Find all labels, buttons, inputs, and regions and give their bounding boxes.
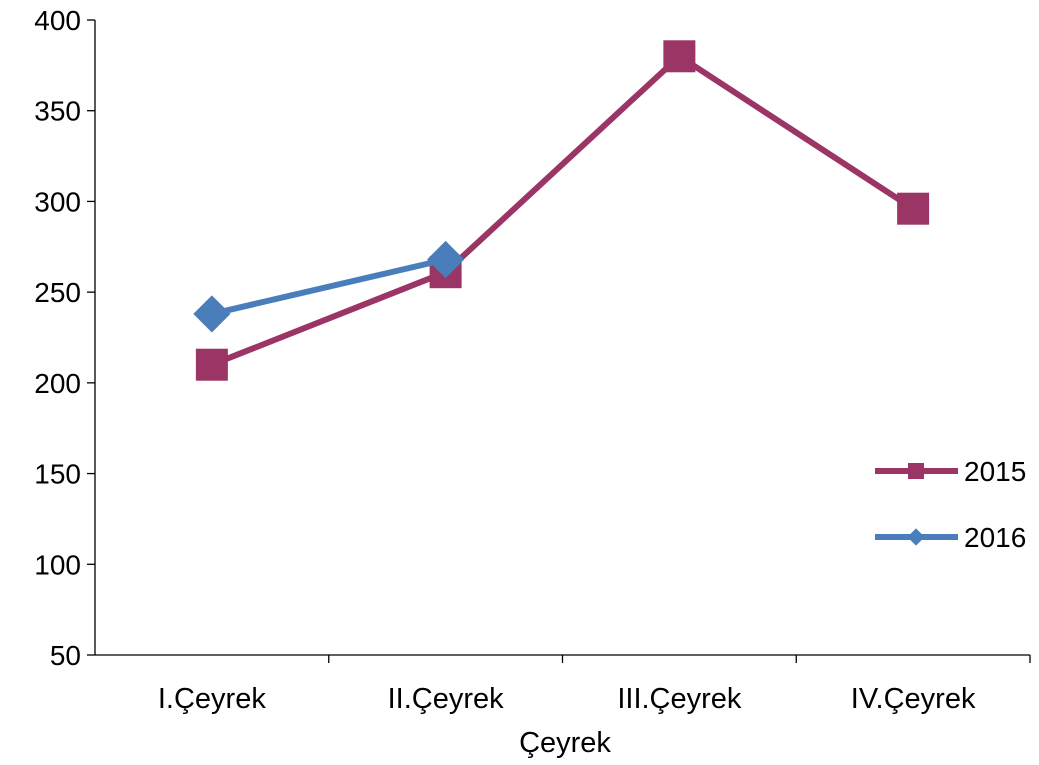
y-tick-label: 400 <box>34 5 81 36</box>
series-2016-point <box>193 295 231 333</box>
x-tick-label: II.Çeyrek <box>388 683 505 715</box>
series-2016-point <box>427 240 465 279</box>
y-tick-label: 350 <box>34 96 81 127</box>
y-tick-label: 100 <box>34 549 81 580</box>
legend-label: 2016 <box>964 522 1026 553</box>
series-2015 <box>195 40 930 381</box>
y-tick-label: 150 <box>34 459 81 490</box>
legend-swatch-marker <box>908 463 924 479</box>
legend-label: 2015 <box>964 456 1026 487</box>
x-axis-title: Çeyrek <box>519 727 611 759</box>
series-2016-line <box>211 256 447 317</box>
plot-series <box>193 40 930 381</box>
legend-swatch-marker <box>907 528 925 546</box>
series-2015-point <box>897 192 930 225</box>
y-tick-label: 50 <box>50 640 81 671</box>
y-tick-label: 250 <box>34 277 81 308</box>
series-2015-line <box>210 53 915 368</box>
x-tick-label: IV.Çeyrek <box>851 683 976 715</box>
series-2015-point <box>195 348 228 381</box>
x-axis: I.Çeyrek II.Çeyrek III.Çeyrek IV.Çeyrek <box>95 654 1031 715</box>
y-tick-label: 200 <box>34 368 81 399</box>
series-2015-point <box>663 40 696 73</box>
x-tick-label: III.Çeyrek <box>617 683 742 715</box>
y-axis: 50 100 150 200 250 300 350 400 <box>34 5 96 671</box>
series-2016 <box>193 240 465 333</box>
legend: 2015 2016 <box>875 456 1026 553</box>
y-tick-label: 300 <box>34 186 81 217</box>
x-tick-label: I.Çeyrek <box>158 683 266 715</box>
